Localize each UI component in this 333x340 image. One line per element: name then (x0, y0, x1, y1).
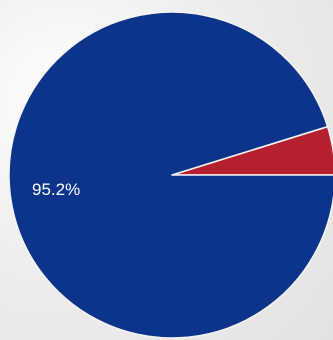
slice-label-0: 95.2% (32, 180, 80, 199)
pie-slices (8, 11, 333, 339)
pie-slice-0 (8, 11, 333, 339)
pie-labels: 95.2% (32, 180, 80, 199)
